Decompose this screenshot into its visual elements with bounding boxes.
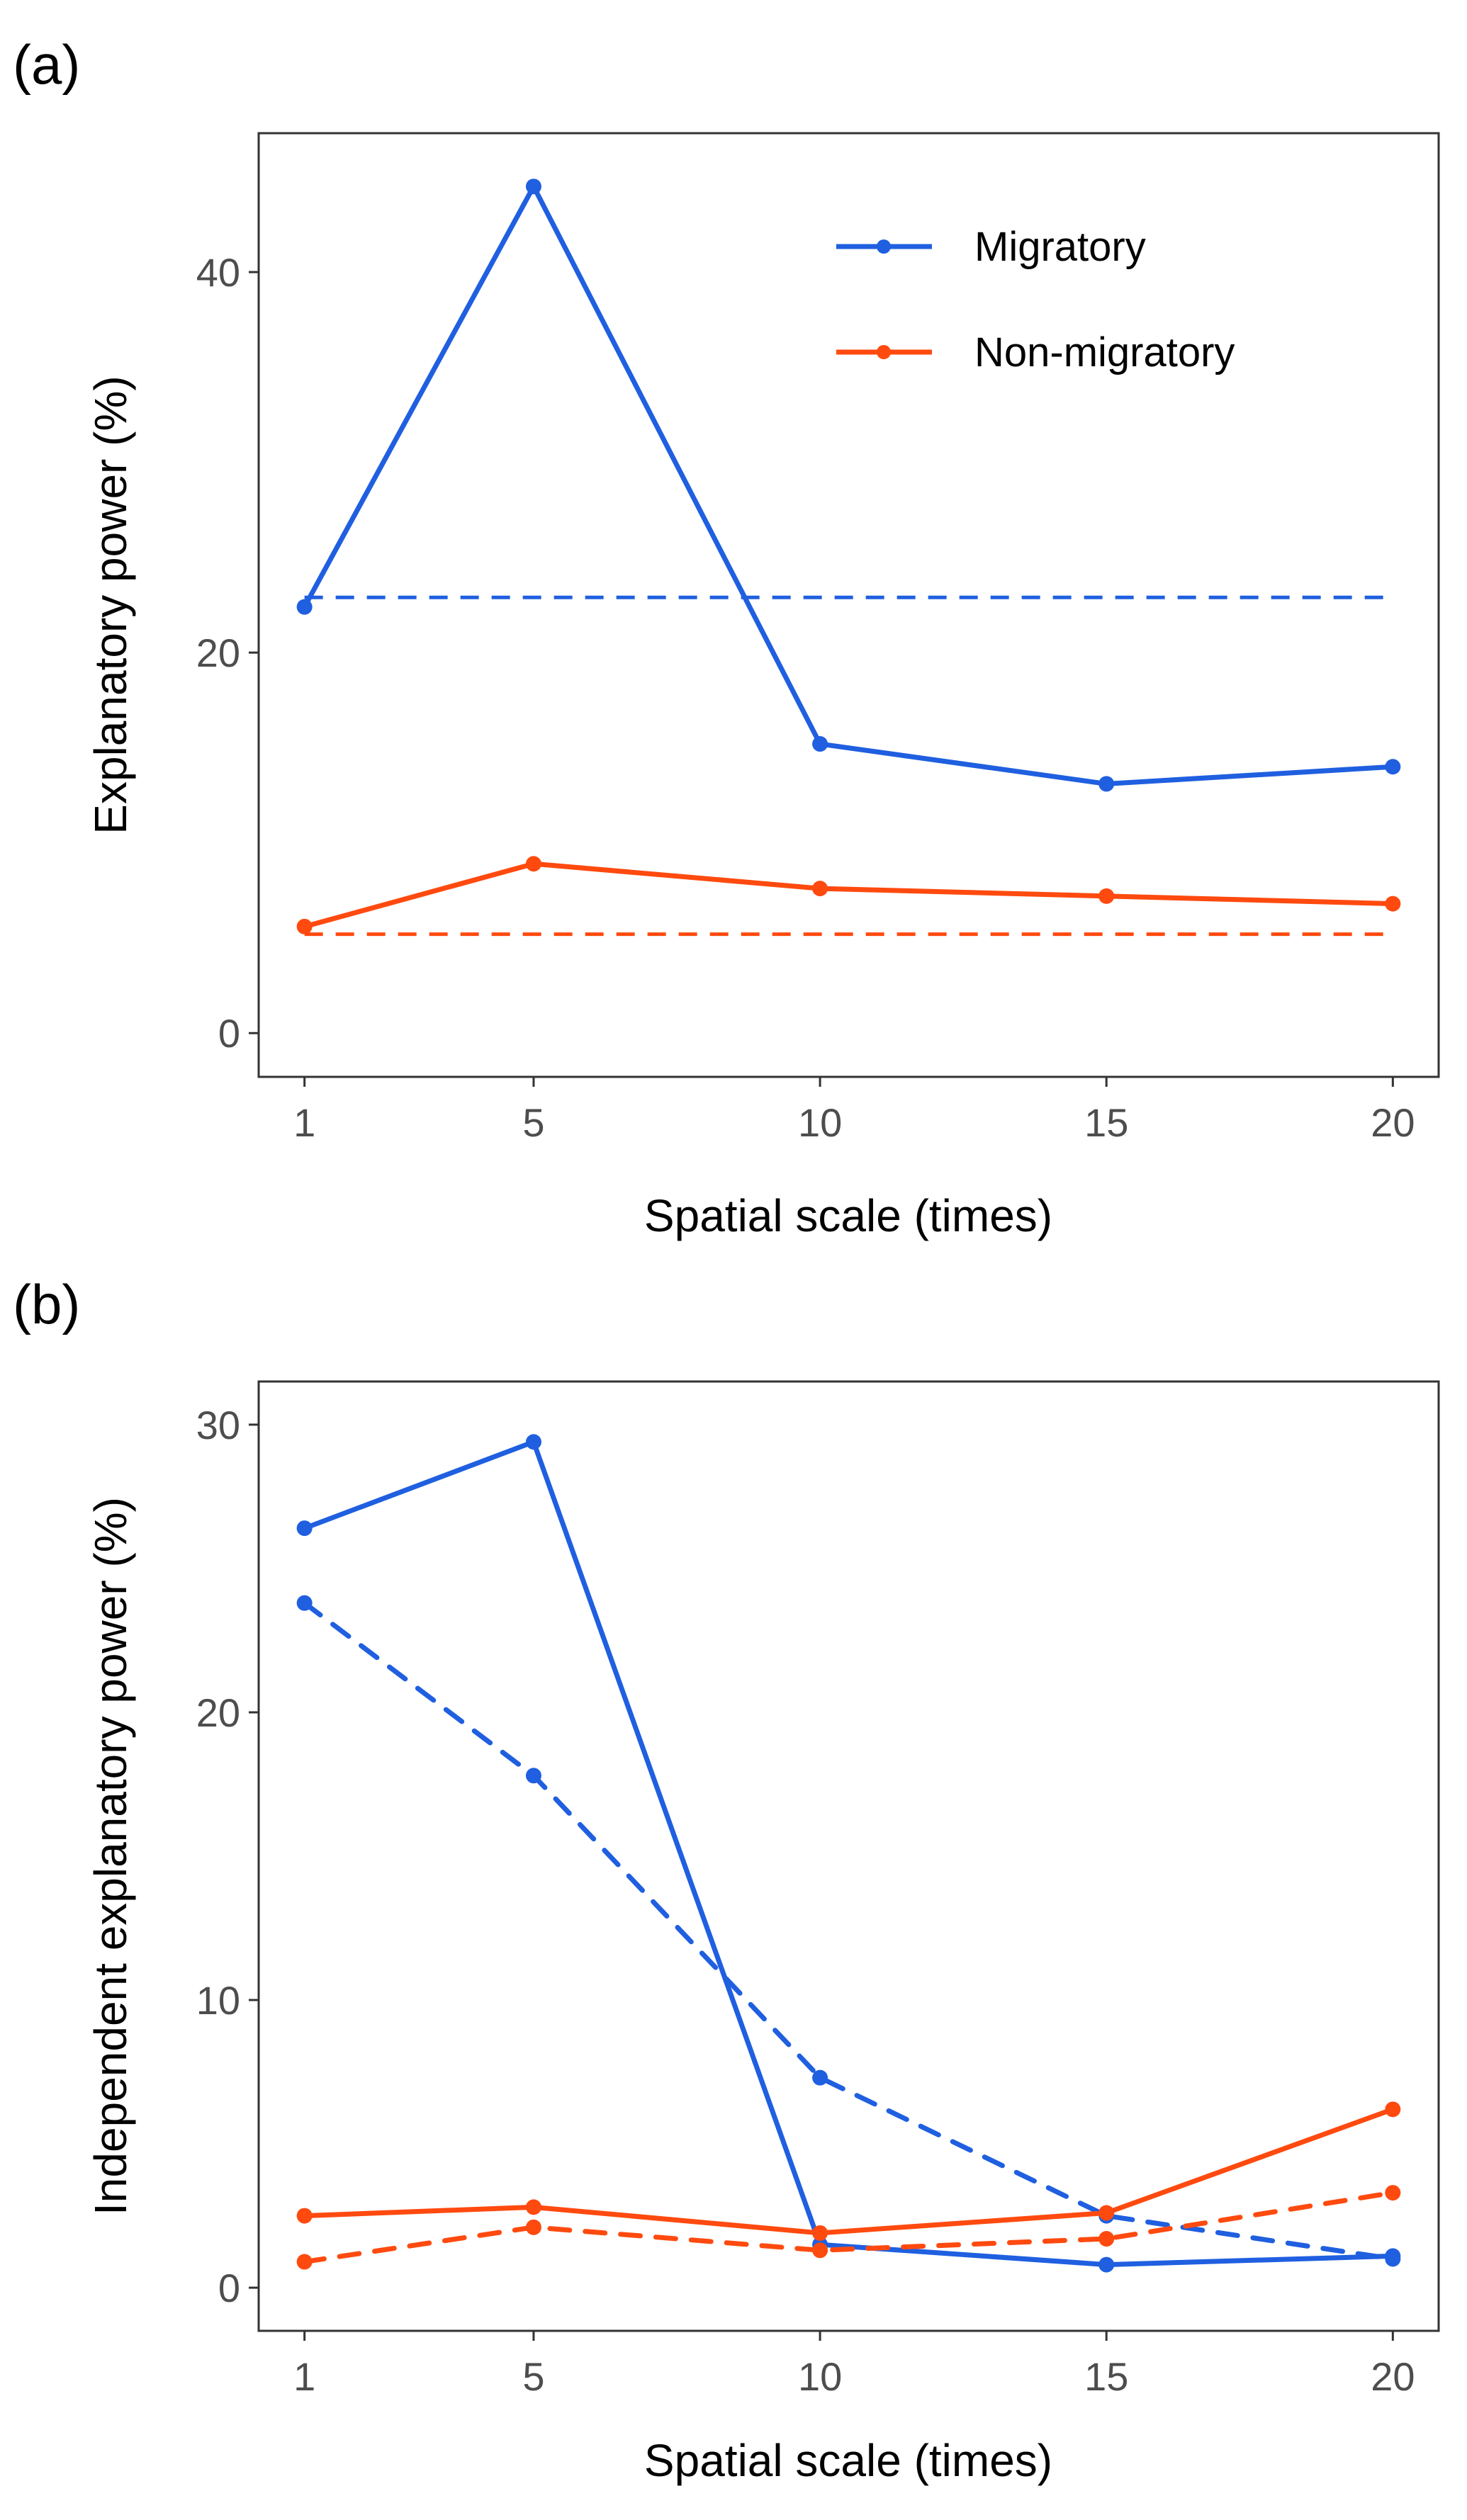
- panel-a-x-tick-label-10: 10: [798, 1100, 842, 1145]
- panel-b-y-tick-label-20: 20: [196, 1690, 240, 1735]
- panel-b-plot-frame: [257, 1380, 1440, 2332]
- panel-b-x-ticks: 1 5 10 15 20: [293, 2331, 1415, 2399]
- panel-b-point-non_migratory-dashed-x15: [1098, 2231, 1115, 2247]
- legend-migratory-marker: [877, 239, 891, 254]
- panel-b-series-line-migratory-dashed: [302, 1600, 1395, 2261]
- panel-b-point-migratory-dashed-x5: [525, 1768, 541, 1784]
- panel-b-point-non_migratory-solid-x15: [1098, 2205, 1115, 2221]
- panel-b-marks: [296, 1434, 1401, 2273]
- panel-b-x-tick-label-15: 15: [1084, 2354, 1128, 2399]
- panel-a-point-migratory-solid-x5: [525, 179, 541, 195]
- panel-b-point-non_migratory-solid-x20: [1385, 2101, 1401, 2118]
- panel-b-point-migratory-solid-x15: [1098, 2256, 1115, 2273]
- panel-b-point-migratory-dashed-x20: [1385, 2251, 1401, 2267]
- panel-b-x-tick-label-1: 1: [293, 2354, 315, 2399]
- legend-non-migratory-marker: [877, 345, 891, 359]
- panel-a-plot-frame: [257, 132, 1440, 1078]
- panel-b-point-migratory-solid-x1: [296, 1520, 313, 1537]
- panel-a-point-non_migratory-solid-x1: [296, 918, 313, 934]
- panel-a-x-tick-label-1: 1: [293, 1100, 315, 1145]
- panel-b-point-non_migratory-dashed-x5: [525, 2219, 541, 2235]
- panel-a-point-non_migratory-solid-x5: [525, 856, 541, 872]
- panel-a-point-migratory-solid-x10: [812, 736, 828, 752]
- panel-b-series-line-non_migratory-dashed: [302, 2190, 1395, 2265]
- panel-b-x-axis-title: Spatial scale (times): [644, 2435, 1052, 2486]
- panel-b-point-migratory-solid-x5: [525, 1434, 541, 1450]
- panel-b-point-non_migratory-solid-x1: [296, 2208, 313, 2224]
- panel-b-y-ticks: 0 10 20 30: [196, 1403, 259, 2310]
- panel-b-y-tick-label-10: 10: [196, 1978, 240, 2023]
- panel-a-x-tick-label-5: 5: [522, 1100, 544, 1145]
- panel-a-y-tick-label-20: 20: [196, 631, 240, 675]
- panel-a-point-migratory-solid-x15: [1098, 776, 1115, 792]
- panel-a-x-tick-label-20: 20: [1371, 1100, 1415, 1145]
- panel-a-legend: Migratory Non-migratory: [836, 224, 1235, 375]
- panel-a-y-tick-label-40: 40: [196, 250, 240, 295]
- panel-a-x-tick-label-15: 15: [1084, 1100, 1128, 1145]
- panel-a-y-ticks: 0 20 40: [196, 250, 259, 1056]
- panel-b-y-axis-title: Independent explanatory power (%): [85, 1497, 136, 2215]
- panel-b-point-non_migratory-dashed-x20: [1385, 2185, 1401, 2201]
- panel-b-y-tick-label-0: 0: [218, 2266, 240, 2310]
- panel-a-y-tick-label-0: 0: [218, 1011, 240, 1056]
- panel-a-point-non_migratory-solid-x20: [1385, 895, 1401, 912]
- panel-b-series-line-non_migratory-solid: [302, 2106, 1395, 2236]
- panel-b-x-tick-label-5: 5: [522, 2354, 544, 2399]
- legend-non-migratory-label: Non-migratory: [974, 329, 1235, 375]
- panel-a-point-non_migratory-solid-x15: [1098, 888, 1115, 904]
- panel-b-y-tick-label-30: 30: [196, 1403, 240, 1447]
- panel-b-point-non_migratory-dashed-x1: [296, 2254, 313, 2270]
- panel-a-marks: [296, 179, 1401, 937]
- panel-a-x-axis-title: Spatial scale (times): [644, 1190, 1052, 1241]
- panel-b-label: (b): [13, 1273, 80, 1335]
- panel-a-point-non_migratory-solid-x10: [812, 881, 828, 897]
- panel-b-x-tick-label-10: 10: [798, 2354, 842, 2399]
- panel-a-point-migratory-solid-x1: [296, 599, 313, 615]
- panel-a-label: (a): [13, 33, 80, 96]
- panel-b-point-non_migratory-dashed-x10: [812, 2242, 828, 2259]
- panel-b-point-non_migratory-solid-x5: [525, 2199, 541, 2215]
- panel-b-point-non_migratory-solid-x10: [812, 2225, 828, 2241]
- panel-b-point-migratory-dashed-x10: [812, 2069, 828, 2086]
- legend-migratory-label: Migratory: [974, 224, 1146, 270]
- panel-a-series-line-non_migratory-solid: [302, 861, 1395, 930]
- panel-a-x-ticks: 1 5 10 15 20: [293, 1077, 1415, 1145]
- panel-b-x-tick-label-20: 20: [1371, 2354, 1415, 2399]
- panel-b-point-migratory-dashed-x1: [296, 1595, 313, 1611]
- panel-a-series-line-migratory-solid: [302, 183, 1395, 786]
- panel-b-series-line-migratory-solid: [302, 1439, 1395, 2268]
- panel-a-y-axis-title: Explanatory power (%): [85, 375, 136, 834]
- panel-a-point-migratory-solid-x20: [1385, 759, 1401, 775]
